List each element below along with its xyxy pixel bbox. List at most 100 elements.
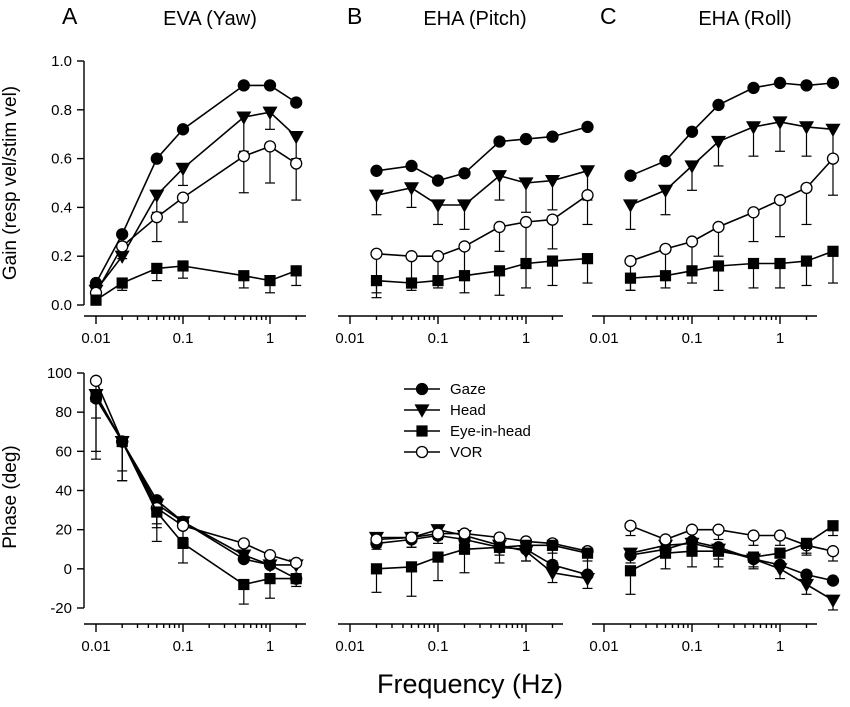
y-tick-label-gain-a-5: 1.0 — [51, 53, 72, 70]
x-tick-label-phase-a-0: 0.01 — [81, 638, 110, 655]
point-eye-gain-c-2 — [686, 265, 698, 277]
series-vor-phase-c — [624, 519, 840, 562]
legend-label-gaze: Gaze — [450, 381, 486, 398]
point-head-phase-c-5 — [772, 563, 788, 577]
series-eye-phase-c — [624, 520, 839, 595]
point-eye-phase-a-2 — [151, 506, 163, 518]
point-gaze-gain-c-5 — [773, 76, 787, 90]
point-vor-phase-b-3 — [458, 527, 471, 540]
point-gaze-gain-b-0 — [370, 164, 383, 177]
point-eye-gain-b-6 — [546, 255, 559, 267]
point-gaze-gain-c-7 — [826, 76, 840, 90]
point-head-gain-b-7 — [579, 165, 596, 179]
panel-gain-c: 0.01 0.1 1 — [589, 76, 841, 347]
point-head-gain-b-0 — [368, 189, 385, 203]
panel-title-a: EVA (Yaw) — [163, 8, 257, 30]
x-tick-label-gain-c-0: 0.01 — [589, 330, 618, 347]
series-vor-phase-b — [370, 527, 594, 562]
plot-panels: 0.00.20.40.60.81.00.01 0.1 1 0.01 0.1 1 0.01 0.… — [47, 53, 841, 655]
point-gaze-gain-a-2 — [150, 152, 163, 165]
point-head-gain-c-2 — [684, 160, 700, 174]
point-vor-gain-c-4 — [747, 206, 760, 219]
point-vor-gain-a-4 — [237, 150, 250, 163]
panel-label-b: B — [347, 3, 362, 29]
point-head-gain-a-2 — [149, 189, 165, 203]
point-vor-phase-a-5 — [263, 548, 277, 562]
legend-item-gaze: Gaze — [404, 381, 486, 398]
point-head-phase-c-7 — [825, 594, 841, 608]
point-gaze-phase-c-7 — [826, 574, 840, 587]
point-vor-gain-b-1 — [405, 250, 418, 263]
point-vor-phase-b-2 — [431, 527, 445, 540]
legend-marker-vor — [415, 445, 429, 459]
legend-item-head: Head — [404, 402, 486, 419]
x-tick-label-phase-b-2: 1 — [522, 638, 530, 655]
x-tick-label-gain-c-2: 1 — [776, 330, 784, 347]
x-tick-label-gain-b-1: 0.1 — [428, 330, 449, 347]
y-tick-label-gain-a-2: 0.4 — [51, 199, 72, 216]
point-vor-gain-a-3 — [176, 191, 190, 204]
point-vor-phase-c-5 — [773, 529, 787, 542]
point-head-gain-b-1 — [403, 182, 420, 196]
series-eye-gain-c — [624, 245, 839, 291]
point-eye-gain-a-3 — [177, 260, 189, 272]
point-eye-gain-a-6 — [290, 265, 302, 277]
point-eye-phase-c-7 — [827, 520, 839, 532]
x-tick-label-phase-b-1: 0.1 — [428, 638, 449, 655]
point-head-gain-c-1 — [657, 184, 674, 199]
point-eye-phase-a-1 — [116, 435, 128, 448]
point-eye-gain-c-6 — [800, 255, 813, 267]
point-vor-gain-c-7 — [826, 152, 840, 165]
point-vor-gain-b-3 — [458, 240, 471, 253]
point-eye-gain-c-7 — [827, 245, 839, 257]
point-eye-phase-a-4 — [238, 578, 250, 591]
x-tick-label-phase-a-2: 1 — [266, 638, 274, 655]
series-vor-gain-c — [624, 152, 840, 291]
panel-phase-c: 0.01 0.1 1 — [589, 519, 841, 655]
point-vor-gain-a-1 — [116, 240, 129, 253]
point-gaze-gain-b-4 — [493, 135, 506, 148]
point-eye-phase-b-3 — [458, 543, 471, 555]
point-vor-phase-c-2 — [685, 523, 699, 536]
x-tick-label-phase-b-0: 0.01 — [335, 638, 364, 655]
point-gaze-gain-c-4 — [747, 81, 760, 94]
point-vor-phase-b-4 — [493, 531, 506, 544]
point-head-gain-a-3 — [175, 162, 191, 177]
point-head-gain-a-6 — [288, 131, 304, 145]
point-eye-phase-c-3 — [712, 545, 725, 557]
x-tick-label-gain-b-0: 0.01 — [335, 330, 364, 347]
point-gaze-gain-a-6 — [290, 96, 303, 109]
point-gaze-gain-a-4 — [237, 79, 250, 92]
point-eye-gain-a-4 — [238, 270, 250, 282]
point-eye-gain-a-2 — [151, 262, 163, 274]
panel-gain-b: 0.01 0.1 1 — [335, 120, 596, 347]
series-head-phase-b — [368, 524, 596, 590]
point-gaze-gain-a-1 — [116, 228, 129, 241]
x-tick-label-gain-a-1: 0.1 — [173, 330, 194, 347]
point-vor-gain-c-1 — [659, 242, 672, 256]
point-eye-phase-b-4 — [493, 541, 506, 553]
legend-label-eye-in-head: Eye-in-head — [450, 423, 531, 440]
point-eye-phase-c-0 — [624, 565, 637, 577]
point-eye-gain-b-7 — [581, 253, 594, 265]
panel-label-c: C — [600, 3, 617, 29]
point-head-gain-b-3 — [456, 199, 473, 213]
point-head-phase-a-4 — [236, 549, 252, 563]
x-tick-label-gain-a-2: 1 — [266, 330, 274, 347]
point-vor-phase-c-3 — [712, 523, 725, 536]
point-gaze-gain-b-5 — [519, 132, 533, 146]
panel-title-c: EHA (Roll) — [698, 8, 791, 30]
series-line-head-gain-b — [376, 170, 588, 206]
point-vor-gain-a-5 — [263, 140, 277, 153]
series-line-head-gain-a — [95, 111, 297, 291]
point-eye-phase-b-0 — [370, 563, 383, 575]
point-vor-phase-c-0 — [624, 519, 637, 532]
point-vor-gain-b-2 — [431, 250, 445, 263]
series-line-vor-gain-a — [95, 145, 297, 294]
x-tick-label-phase-c-2: 1 — [776, 638, 784, 655]
panel-phase-a: -20 0 20 40 60 80 100 0.01 0.1 1 — [47, 365, 306, 655]
point-eye-phase-b-2 — [432, 551, 444, 563]
series-head-gain-c — [622, 116, 841, 230]
point-gaze-gain-c-2 — [685, 125, 699, 138]
legend-marker-gaze — [415, 382, 429, 396]
